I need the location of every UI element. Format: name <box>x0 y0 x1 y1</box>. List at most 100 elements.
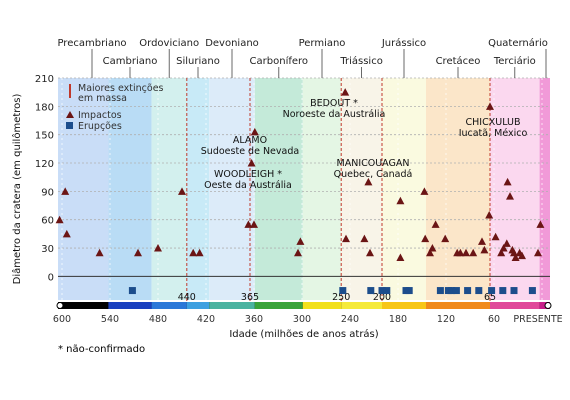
extinction-label-4: 65 <box>484 292 496 303</box>
legend-eruption-label: Erupções <box>78 121 122 132</box>
period-band-8 <box>382 78 426 300</box>
extinction-label-2: 250 <box>332 292 350 303</box>
y-axis-label: Diâmetro da cratera (em quilômetros) <box>11 94 23 285</box>
timeline-segment-10 <box>490 302 540 309</box>
period-band-3 <box>186 78 210 300</box>
impact-point-18 <box>364 177 373 186</box>
annotation-title-0: BEDOUT * <box>310 98 358 109</box>
period-label-1: Cambriano <box>103 56 158 67</box>
timeline-segment-4 <box>209 302 255 309</box>
impact-point-36 <box>491 232 500 241</box>
y-tick-label-0: 0 <box>48 272 54 283</box>
impact-point-29 <box>456 248 465 257</box>
y-tick-label-180: 180 <box>35 102 54 113</box>
eruption-point-12 <box>475 287 483 295</box>
annotation-sub-4: Quebec, Canadá <box>334 169 413 180</box>
eruption-point-4 <box>383 287 391 295</box>
impact-point-24 <box>426 248 434 257</box>
impact-point-37 <box>497 248 506 257</box>
x-tick-label-4: 360 <box>245 314 263 325</box>
impact-point-9 <box>244 220 253 228</box>
period-band-0 <box>58 78 109 300</box>
annotation-sub-2: Sudoeste de Nevada <box>201 146 299 157</box>
period-band-9 <box>426 78 490 300</box>
eruption-point-3 <box>378 287 386 295</box>
extinction-label-0: 440 <box>178 292 196 303</box>
impact-point-20 <box>396 196 405 205</box>
eruption-point-9 <box>448 287 456 295</box>
impact-point-33 <box>480 245 489 254</box>
impact-point-21 <box>396 253 405 261</box>
impact-point-4 <box>134 248 142 257</box>
impact-point-13 <box>294 248 302 257</box>
impact-point-46 <box>518 251 526 260</box>
period-label-4: Devoniano <box>205 38 259 49</box>
impact-point-23 <box>421 234 430 243</box>
impact-point-35 <box>486 102 494 110</box>
y-tick-label-120: 120 <box>35 159 54 170</box>
eruption-point-2 <box>367 287 375 295</box>
period-band-4 <box>209 78 255 300</box>
legend-impact-marker <box>66 111 74 118</box>
legend-extinction-label: Maiores extinções em massa <box>78 83 164 104</box>
period-label-9: Cretáceo <box>436 55 481 67</box>
legend-eruption-marker <box>66 122 73 129</box>
impact-point-8 <box>195 248 204 257</box>
period-label-5: Carbonífero <box>250 55 309 67</box>
period-band-5 <box>254 78 303 300</box>
impact-point-2 <box>62 229 71 238</box>
timeline-segment-0 <box>58 302 109 309</box>
period-band-10 <box>490 78 540 300</box>
eruption-point-15 <box>510 287 518 295</box>
extinction-label-3: 200 <box>373 292 391 303</box>
impact-point-26 <box>431 220 440 228</box>
impact-point-0 <box>55 215 64 224</box>
impact-point-39 <box>502 239 511 247</box>
footnote: * não-confirmado <box>58 344 146 355</box>
x-tick-label-10: PRESENTE <box>513 314 562 325</box>
timeline-segment-8 <box>382 302 426 309</box>
impact-point-12 <box>250 127 259 136</box>
impact-point-32 <box>478 237 486 245</box>
impact-point-44 <box>511 253 520 261</box>
annotation-sub-0: Noroeste da Austrália <box>283 109 386 120</box>
period-label-11: Quaternário <box>488 37 548 49</box>
timeline-segment-5 <box>254 302 303 309</box>
annotation-title-3: WOODLEIGH * <box>214 169 282 180</box>
eruption-point-11 <box>464 287 472 295</box>
impact-point-15 <box>341 88 350 96</box>
eruption-point-0 <box>128 287 136 295</box>
x-axis-label: Idade (milhões de anos atrás) <box>229 328 378 340</box>
impact-point-6 <box>178 187 186 195</box>
annotation-title-2: ALAMO <box>233 135 267 146</box>
impact-point-11 <box>250 220 258 228</box>
impact-point-48 <box>536 220 545 228</box>
x-tick-label-9: 60 <box>488 314 500 325</box>
timeline-segment-9 <box>426 302 490 309</box>
eruption-point-6 <box>405 287 413 295</box>
period-band-2 <box>151 78 187 300</box>
annotation-title-4: MANICOUAGAN <box>337 158 410 169</box>
impact-point-16 <box>342 234 350 243</box>
eruption-point-13 <box>488 287 496 295</box>
period-band-11 <box>539 78 550 300</box>
timeline-segment-2 <box>151 302 187 309</box>
x-tick-label-6: 240 <box>341 314 359 325</box>
impact-point-1 <box>61 187 70 195</box>
impact-point-40 <box>503 177 512 186</box>
impact-point-22 <box>420 187 429 195</box>
annotation-sub-1: Iucatã, México <box>459 128 528 139</box>
eruption-point-7 <box>436 287 444 295</box>
x-tick-label-3: 420 <box>197 314 215 325</box>
timeline-segment-3 <box>186 302 210 309</box>
timeline-start-dot <box>56 302 64 309</box>
impact-point-31 <box>469 248 478 257</box>
period-label-0: Precambriano <box>57 38 126 49</box>
impact-point-14 <box>296 237 305 245</box>
x-tick-label-7: 180 <box>389 314 407 325</box>
eruption-point-1 <box>339 287 347 295</box>
impact-point-34 <box>485 210 494 219</box>
impact-point-25 <box>428 244 437 252</box>
